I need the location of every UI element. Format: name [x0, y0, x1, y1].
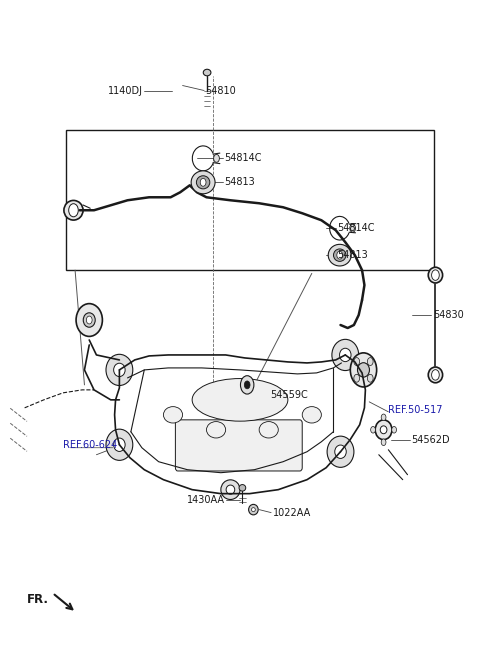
Text: 54813: 54813 [337, 250, 368, 260]
Circle shape [69, 204, 78, 217]
Ellipse shape [428, 267, 443, 283]
Ellipse shape [259, 422, 278, 438]
Ellipse shape [203, 69, 211, 76]
Ellipse shape [192, 378, 288, 421]
Text: REF.50-517: REF.50-517 [388, 405, 443, 415]
Ellipse shape [358, 363, 370, 377]
Circle shape [392, 426, 396, 433]
Circle shape [432, 270, 439, 281]
Circle shape [371, 426, 375, 433]
Ellipse shape [380, 426, 387, 434]
Text: 1430AA: 1430AA [187, 495, 225, 505]
Ellipse shape [428, 367, 443, 383]
Circle shape [367, 357, 373, 365]
Circle shape [381, 414, 386, 420]
Ellipse shape [335, 445, 346, 459]
Text: 54562D: 54562D [411, 435, 450, 445]
Ellipse shape [106, 429, 133, 461]
Text: 1022AA: 1022AA [273, 508, 311, 518]
Ellipse shape [332, 339, 359, 371]
Ellipse shape [114, 363, 125, 376]
Ellipse shape [191, 171, 215, 194]
Ellipse shape [64, 200, 83, 220]
Circle shape [367, 374, 373, 382]
Ellipse shape [302, 407, 322, 423]
Circle shape [432, 370, 439, 380]
Text: 1140DJ: 1140DJ [108, 85, 144, 95]
Ellipse shape [76, 304, 102, 336]
Text: 54813: 54813 [225, 177, 255, 187]
Ellipse shape [226, 485, 235, 494]
Ellipse shape [327, 436, 354, 467]
Ellipse shape [196, 176, 210, 189]
Ellipse shape [221, 480, 240, 499]
Ellipse shape [249, 505, 258, 515]
Circle shape [86, 316, 92, 324]
Circle shape [381, 439, 386, 445]
Text: FR.: FR. [27, 593, 49, 606]
FancyBboxPatch shape [175, 420, 302, 471]
Text: 54559C: 54559C [270, 390, 308, 400]
Ellipse shape [239, 485, 246, 491]
Ellipse shape [350, 353, 377, 387]
Circle shape [200, 179, 206, 186]
Circle shape [214, 154, 219, 162]
Text: 54810: 54810 [205, 85, 236, 95]
Circle shape [337, 251, 343, 259]
Circle shape [240, 376, 254, 394]
Text: 54814C: 54814C [337, 223, 375, 233]
Ellipse shape [334, 249, 346, 261]
Ellipse shape [163, 407, 182, 423]
Circle shape [354, 374, 360, 382]
Ellipse shape [206, 422, 226, 438]
Ellipse shape [114, 438, 125, 451]
Ellipse shape [83, 313, 95, 327]
Circle shape [244, 381, 250, 389]
Circle shape [354, 357, 360, 365]
Ellipse shape [328, 244, 351, 266]
Ellipse shape [375, 420, 392, 440]
Ellipse shape [339, 348, 351, 361]
Text: REF.60-624: REF.60-624 [63, 440, 117, 450]
Ellipse shape [106, 354, 133, 386]
Text: 54814C: 54814C [225, 153, 262, 164]
Ellipse shape [252, 508, 255, 512]
Bar [65, 131, 434, 270]
Circle shape [350, 224, 356, 232]
Text: 54830: 54830 [433, 310, 464, 320]
